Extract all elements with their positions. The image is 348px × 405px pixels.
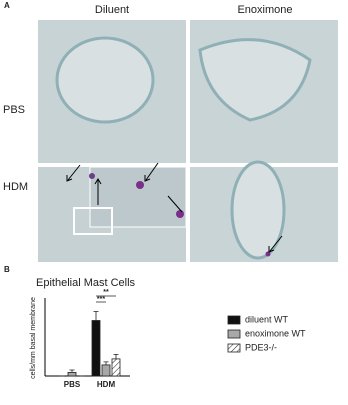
y-axis-label: cells/mm basal membrane xyxy=(30,297,37,379)
error-bar xyxy=(93,311,99,321)
mast-cell xyxy=(136,181,144,189)
significance-bracket xyxy=(96,295,116,303)
legend-swatch xyxy=(227,315,241,325)
legend-swatch xyxy=(227,329,241,339)
airway xyxy=(230,160,286,260)
panel-label: A xyxy=(4,1,10,10)
annotation: *** xyxy=(97,296,105,303)
airway xyxy=(55,36,155,124)
bar xyxy=(111,358,121,377)
x-tick-label: HDM xyxy=(97,380,116,389)
arrow xyxy=(94,178,102,205)
mast-cell xyxy=(265,251,271,257)
column-header: Enoximone xyxy=(237,4,292,16)
error-bar xyxy=(113,354,119,359)
column-header: Diluent xyxy=(95,4,129,16)
bar xyxy=(91,320,101,377)
arrow xyxy=(144,162,159,182)
legend-label: enoximone WT xyxy=(245,328,306,338)
arrow xyxy=(268,235,283,253)
legend-swatch xyxy=(227,343,241,353)
arrow xyxy=(66,164,81,182)
error-bar xyxy=(103,361,109,365)
inset xyxy=(89,166,187,228)
micrographs xyxy=(38,20,338,262)
legend-label: PDE3-/- xyxy=(245,342,277,352)
zoom-box xyxy=(73,207,113,235)
annotation: ** xyxy=(103,289,109,296)
error-bar xyxy=(69,369,75,373)
row-header: HDM xyxy=(3,181,28,193)
bar xyxy=(67,371,77,377)
x-tick-label: PBS xyxy=(64,380,81,389)
arrow xyxy=(167,195,183,213)
airway xyxy=(198,38,312,122)
mast-cell xyxy=(176,210,184,218)
chart-title: Epithelial Mast Cells xyxy=(36,277,136,289)
mast-cell xyxy=(89,173,95,179)
bar xyxy=(101,364,111,377)
panel-label: B xyxy=(4,265,10,274)
legend-label: diluent WT xyxy=(245,314,289,324)
row-header: PBS xyxy=(3,104,25,116)
